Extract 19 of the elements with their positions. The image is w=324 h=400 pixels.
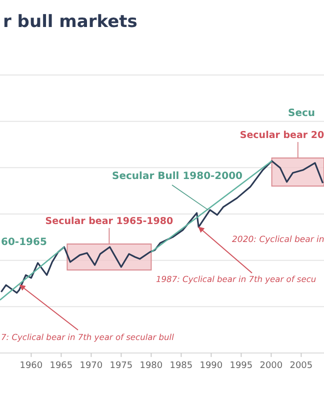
x-tick-label: 1970 [80,361,103,371]
annotation: 60-1965 [1,237,47,248]
annotation: 1987: Cyclical bear in 7th year of secu [156,274,316,284]
x-tick-label: 1975 [110,361,133,371]
annotation: Secular Bull 1980-2000 [112,171,243,182]
band-label: Secular bear 20 [240,130,324,141]
annotation: 7: Cyclical bear in 7th year of secular bull [1,332,175,342]
text: Secu [288,108,316,119]
x-tick-label: 1965 [50,361,73,371]
x-tick-label: 1960 [20,361,43,371]
x-tick-label: 2000 [260,361,283,371]
x-tick-label: 1990 [200,361,223,371]
chart-title: r bull markets [3,12,138,32]
x-tick-label: 1985 [170,361,193,371]
annotation: 2020: Cyclical bear in [232,235,324,245]
x-tick-label: 1995 [230,361,253,371]
x-tick-label: 1980 [140,361,163,371]
band-label: Secular bear 1965-1980 [45,216,174,228]
x-tick-label: 2005 [290,361,313,371]
